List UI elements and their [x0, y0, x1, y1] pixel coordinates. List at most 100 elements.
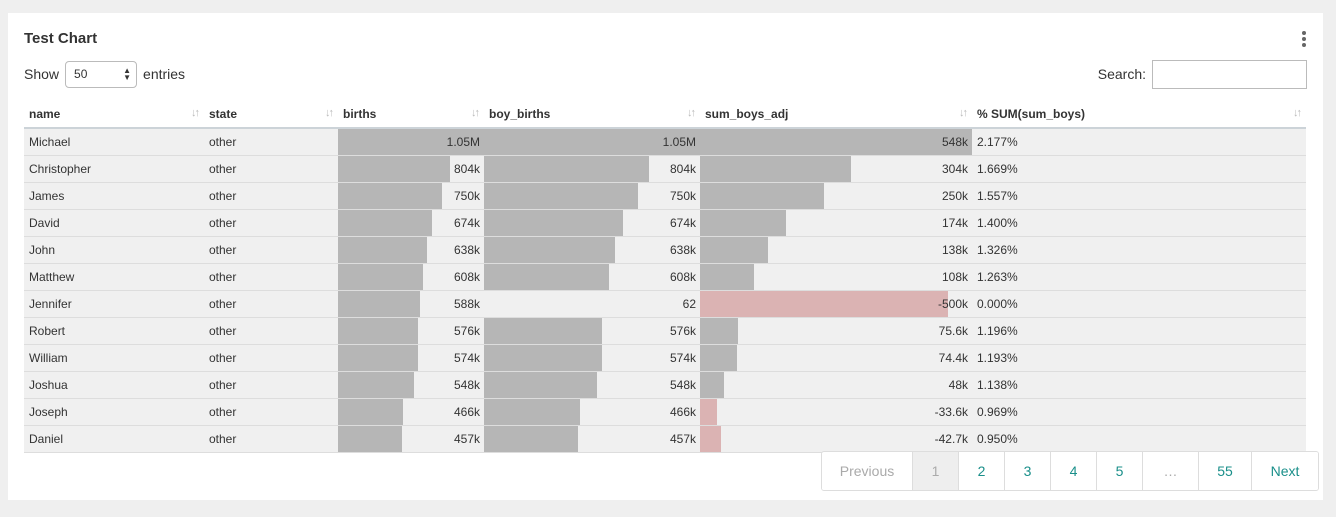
- bar-sum-boys-adj: [700, 129, 972, 155]
- page-button[interactable]: 2: [959, 452, 1005, 490]
- cell-value: 548k: [941, 135, 968, 149]
- bar-sum-boys-adj: [700, 399, 717, 425]
- page-button[interactable]: 5: [1097, 452, 1143, 490]
- cell-value: 466k: [669, 405, 696, 419]
- cell-state: other: [204, 128, 338, 156]
- cell-boy-births: 576k: [484, 317, 700, 345]
- table-row: Jennifer other 588k 62 -500k 0.000%: [24, 290, 1306, 318]
- cell-value: 576k: [453, 324, 480, 338]
- cell-sum-boys-adj: 74.4k: [700, 344, 972, 372]
- previous-button: Previous: [822, 452, 913, 490]
- table-row: James other 750k 750k 250k 1.557%: [24, 182, 1306, 210]
- bar-sum-boys-adj: [700, 264, 754, 290]
- cell-births: 750k: [338, 182, 484, 210]
- page-size-select[interactable]: 50 ▲ ▼: [65, 60, 138, 88]
- bar-boy-births: [484, 426, 578, 452]
- cell-state: other: [204, 371, 338, 399]
- cell-births: 608k: [338, 263, 484, 291]
- cell-value: 638k: [669, 243, 696, 257]
- cell-name: Michael: [24, 128, 204, 156]
- cell-name: Joshua: [24, 371, 204, 399]
- page-button[interactable]: 55: [1199, 452, 1252, 490]
- table-row: Joshua other 548k 548k 48k 1.138%: [24, 371, 1306, 399]
- search-control: Search:: [1098, 59, 1307, 89]
- cell-value: 804k: [669, 162, 696, 176]
- column-header-boy-births[interactable]: boy_births ↓↑: [484, 100, 700, 129]
- cell-births: 804k: [338, 155, 484, 183]
- bar-boy-births: [484, 237, 616, 263]
- cell-value: 108k: [941, 270, 968, 284]
- cell-births: 674k: [338, 209, 484, 237]
- cell-value: 457k: [669, 432, 696, 446]
- search-input[interactable]: [1152, 59, 1307, 89]
- data-table: name ↓↑ state ↓↑ births ↓↑ boy_births ↓↑ sum…: [24, 100, 1306, 453]
- cell-births: 548k: [338, 371, 484, 399]
- cell-name: James: [24, 182, 204, 210]
- bar-births: [338, 264, 423, 290]
- more-options-icon[interactable]: [1299, 31, 1309, 49]
- cell-value: 48k: [948, 378, 968, 392]
- bar-births: [338, 210, 432, 236]
- bar-births: [338, 291, 420, 317]
- bar-births: [338, 237, 427, 263]
- page-button[interactable]: 4: [1051, 452, 1097, 490]
- cell-value: 75.6k: [938, 324, 968, 338]
- bar-sum-boys-adj: [700, 318, 738, 344]
- cell-boy-births: 62: [484, 290, 700, 318]
- cell-state: other: [204, 155, 338, 183]
- cell-boy-births: 750k: [484, 182, 700, 210]
- page-button[interactable]: 1: [913, 452, 959, 490]
- sort-icon: ↓↑: [1293, 107, 1302, 119]
- bar-sum-boys-adj: [700, 426, 722, 452]
- cell-pct-sum-boys: 1.196%: [972, 317, 1306, 345]
- column-header-pct-sum-boys[interactable]: % SUM(sum_boys) ↓↑: [972, 100, 1306, 129]
- cell-births: 638k: [338, 236, 484, 264]
- bar-boy-births: [484, 183, 639, 209]
- bar-sum-boys-adj: [700, 372, 724, 398]
- cell-value: 638k: [453, 243, 480, 257]
- cell-pct-sum-boys: 1.400%: [972, 209, 1306, 237]
- column-header-sum-boys-adj[interactable]: sum_boys_adj ↓↑: [700, 100, 972, 129]
- bar-births: [338, 399, 403, 425]
- table-row: John other 638k 638k 138k 1.326%: [24, 236, 1306, 264]
- cell-boy-births: 804k: [484, 155, 700, 183]
- column-header-births[interactable]: births ↓↑: [338, 100, 484, 129]
- sort-icon: ↓↑: [471, 107, 480, 119]
- cell-births: 1.05M: [338, 128, 484, 156]
- cell-value: 574k: [453, 351, 480, 365]
- table-row: Matthew other 608k 608k 108k 1.263%: [24, 263, 1306, 291]
- column-header-state[interactable]: state ↓↑: [204, 100, 338, 129]
- bar-sum-boys-adj: [700, 156, 851, 182]
- table-row: Daniel other 457k 457k -42.7k 0.950%: [24, 425, 1306, 453]
- bar-boy-births: [484, 318, 603, 344]
- column-header-name[interactable]: name ↓↑: [24, 100, 204, 129]
- cell-name: John: [24, 236, 204, 264]
- table-row: Joseph other 466k 466k -33.6k 0.969%: [24, 398, 1306, 426]
- cell-value: 574k: [669, 351, 696, 365]
- next-button[interactable]: Next: [1252, 452, 1318, 490]
- table-header-row: name ↓↑ state ↓↑ births ↓↑ boy_births ↓↑ sum…: [24, 100, 1306, 129]
- table-row: William other 574k 574k 74.4k 1.193%: [24, 344, 1306, 372]
- cell-boy-births: 548k: [484, 371, 700, 399]
- cell-value: 1.05M: [662, 135, 696, 149]
- bar-sum-boys-adj: [700, 210, 787, 236]
- table-row: David other 674k 674k 174k 1.400%: [24, 209, 1306, 237]
- bar-births: [338, 345, 418, 371]
- cell-state: other: [204, 398, 338, 426]
- cell-state: other: [204, 263, 338, 291]
- pagination: Previous 1 2 3 4 5… 55 Next: [821, 451, 1319, 491]
- cell-name: Christopher: [24, 155, 204, 183]
- cell-births: 576k: [338, 317, 484, 345]
- cell-state: other: [204, 290, 338, 318]
- page-button[interactable]: 3: [1005, 452, 1051, 490]
- cell-name: William: [24, 344, 204, 372]
- cell-state: other: [204, 209, 338, 237]
- bar-births: [338, 129, 484, 155]
- cell-value: 250k: [941, 189, 968, 203]
- table-row: Robert other 576k 576k 75.6k 1.196%: [24, 317, 1306, 345]
- cell-state: other: [204, 425, 338, 453]
- bar-births: [338, 156, 450, 182]
- cell-value: 548k: [669, 378, 696, 392]
- cell-pct-sum-boys: 0.000%: [972, 290, 1306, 318]
- table-body: Michael other 1.05M 1.05M 548k 2.177% Christop…: [24, 128, 1306, 453]
